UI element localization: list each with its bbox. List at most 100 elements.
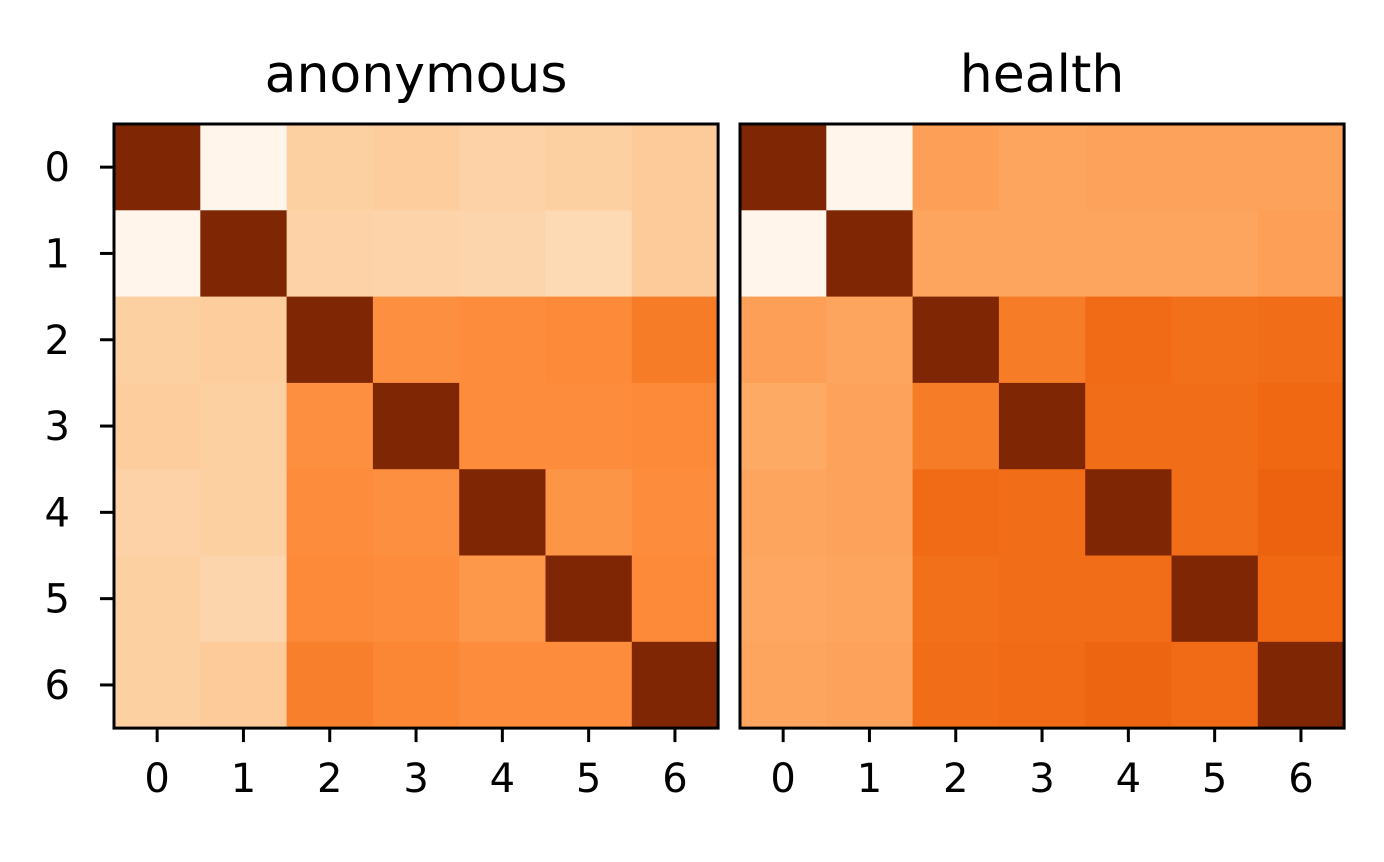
heatmap-cell-0-6-2 [286,641,374,729]
heatmap-cell-1-4-1 [826,469,914,557]
heatmap-cell-1-4-4 [1085,469,1173,557]
heatmap-cell-0-0-3 [372,124,460,211]
heatmap-cell-1-2-2 [912,296,1000,384]
heatmap-cell-1-1-4 [1085,210,1173,298]
heatmap-cell-0-0-6 [631,124,719,211]
x-tick-label: 1 [857,756,882,802]
heatmap-cell-0-4-3 [372,469,460,557]
y-tick-label: 3 [45,404,70,450]
heatmap-cell-1-2-3 [998,296,1086,384]
x-tick-label: 5 [576,756,601,802]
heatmap-cell-0-0-0 [114,124,201,211]
heatmap-cell-1-2-5 [1171,296,1259,384]
heatmap-cell-1-1-6 [1257,210,1345,298]
x-tick-label: 4 [490,756,515,802]
heatmap-cell-1-1-0 [740,210,827,298]
heatmap-cell-1-5-3 [998,555,1086,643]
x-tick-label: 4 [1116,756,1141,802]
heatmap-cell-1-5-6 [1257,555,1345,643]
heatmap-cell-0-5-0 [114,555,201,643]
x-tick-label: 2 [943,756,968,802]
heatmap-cell-1-6-4 [1085,641,1173,729]
heatmap-cell-0-3-2 [286,382,374,470]
heatmap-cell-1-2-1 [826,296,914,384]
heatmap-cell-0-1-4 [459,210,547,298]
heatmap-cell-1-5-4 [1085,555,1173,643]
heatmap-cell-0-3-0 [114,382,201,470]
heatmap-cell-1-0-3 [998,124,1086,211]
heatmap-cell-0-5-4 [459,555,547,643]
heatmap-cell-0-1-6 [631,210,719,298]
heatmap-cell-0-5-3 [372,555,460,643]
heatmap-cell-0-4-5 [545,469,633,557]
heatmap-cell-0-4-4 [459,469,547,557]
x-tick-label: 2 [317,756,342,802]
heatmap-cell-1-0-2 [912,124,1000,211]
y-tick-label: 1 [45,231,70,277]
y-tick-label: 5 [45,577,70,623]
x-tick-label: 6 [1288,756,1313,802]
heatmap-cell-0-6-1 [200,641,288,729]
heatmap-cell-1-3-2 [912,382,1000,470]
heatmap-cell-1-4-2 [912,469,1000,557]
y-tick-label: 6 [45,663,70,709]
heatmap-cell-0-1-1 [200,210,288,298]
heatmap-cell-1-0-0 [740,124,827,211]
heatmap-cell-1-6-5 [1171,641,1259,729]
heatmap-cell-1-6-1 [826,641,914,729]
heatmap-cell-1-6-0 [740,641,827,729]
heatmap-cell-1-5-0 [740,555,827,643]
heatmap-cell-0-6-4 [459,641,547,729]
heatmap-cell-0-6-0 [114,641,201,729]
heatmap-cell-1-1-5 [1171,210,1259,298]
heatmap-cell-1-3-0 [740,382,827,470]
x-tick-label: 0 [770,756,795,802]
heatmap-cell-1-5-5 [1171,555,1259,643]
heatmap-cell-0-3-3 [372,382,460,470]
heatmap-cell-1-3-1 [826,382,914,470]
heatmap-cell-1-0-5 [1171,124,1259,211]
heatmap-cell-0-3-4 [459,382,547,470]
heatmap-cell-0-0-1 [200,124,288,211]
x-tick-label: 6 [662,756,687,802]
chart-title: health [960,45,1125,105]
heatmap-cell-0-0-2 [286,124,374,211]
x-tick-label: 0 [144,756,169,802]
heatmap-cell-1-5-2 [912,555,1000,643]
heatmap-cell-0-1-2 [286,210,374,298]
heatmap-cell-0-1-0 [114,210,201,298]
heatmap-cell-1-4-5 [1171,469,1259,557]
x-tick-label: 1 [231,756,256,802]
heatmap-cell-1-4-3 [998,469,1086,557]
heatmap-cell-0-3-1 [200,382,288,470]
heatmap-cell-1-3-4 [1085,382,1173,470]
heatmap-cell-0-6-3 [372,641,460,729]
heatmap-cell-0-5-1 [200,555,288,643]
heatmap-cell-1-0-6 [1257,124,1345,211]
heatmap-cell-1-2-6 [1257,296,1345,384]
x-tick-label: 5 [1202,756,1227,802]
heatmap-cell-0-1-3 [372,210,460,298]
heatmap-cell-0-4-2 [286,469,374,557]
heatmap-cell-1-4-0 [740,469,827,557]
heatmap-cell-0-5-5 [545,555,633,643]
y-tick-label: 2 [45,318,70,364]
y-tick-label: 4 [45,490,70,536]
heatmap-cell-1-1-2 [912,210,1000,298]
heatmap-cell-0-2-5 [545,296,633,384]
heatmap-cell-0-4-0 [114,469,201,557]
heatmap-cell-0-6-5 [545,641,633,729]
y-tick-label: 0 [45,145,70,191]
heatmap-cell-1-1-3 [998,210,1086,298]
heatmap-cell-1-2-4 [1085,296,1173,384]
heatmap-cell-1-6-6 [1257,641,1345,729]
heatmap-cell-0-3-5 [545,382,633,470]
heatmap-cell-0-2-1 [200,296,288,384]
heatmap-cell-0-2-4 [459,296,547,384]
heatmap-cell-0-0-4 [459,124,547,211]
heatmap-cell-1-3-3 [998,382,1086,470]
heatmap-cell-0-4-1 [200,469,288,557]
heatmap-cell-1-3-5 [1171,382,1259,470]
heatmap-cell-1-4-6 [1257,469,1345,557]
